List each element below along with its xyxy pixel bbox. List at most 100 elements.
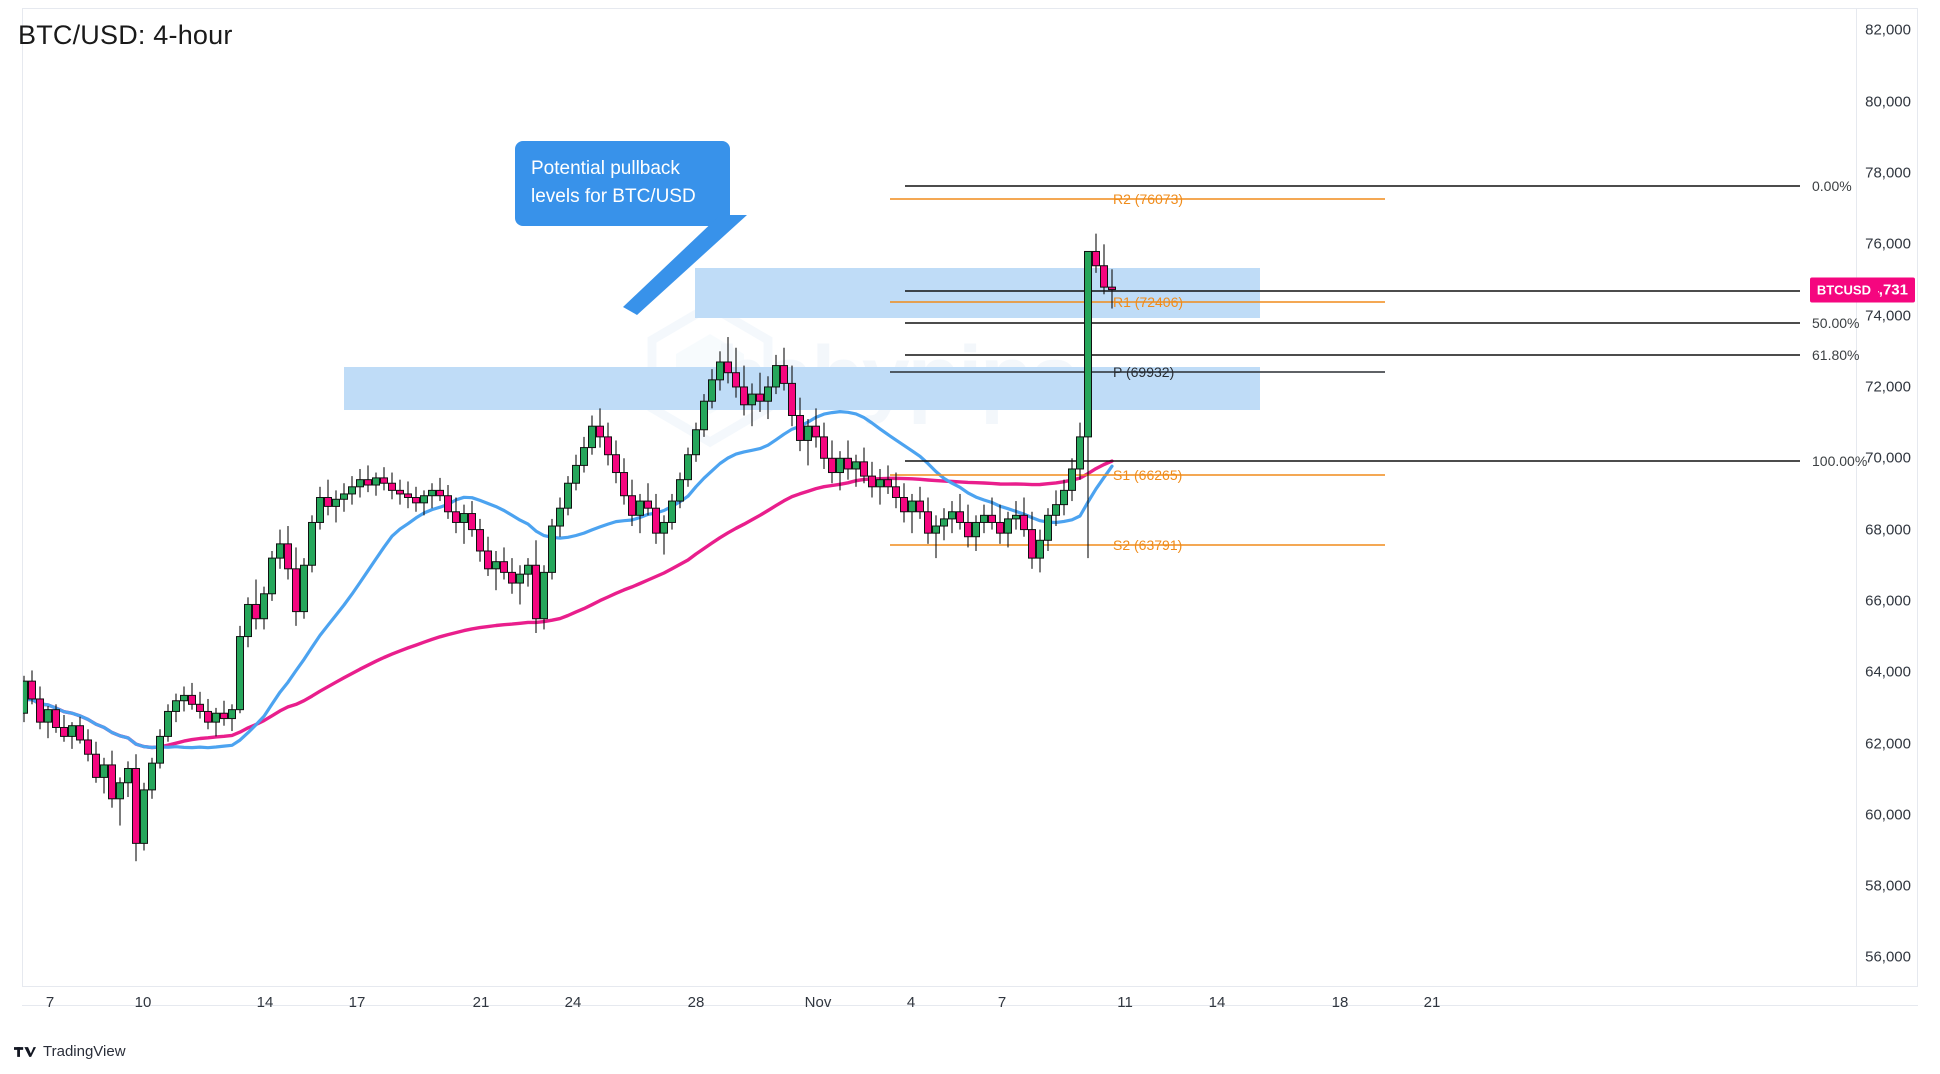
candlestick — [764, 376, 772, 420]
time-tick-nov: Nov — [804, 994, 832, 1011]
candlestick — [372, 472, 380, 496]
candlestick — [788, 365, 796, 427]
plot-svg — [23, 185, 1800, 862]
price-tick-60000: 60,000 — [1865, 806, 1911, 824]
candlestick — [468, 501, 476, 537]
candlestick — [1036, 529, 1044, 573]
candlestick — [644, 483, 652, 516]
candlestick — [420, 490, 428, 516]
time-tick-7: 7 — [45, 994, 55, 1011]
candlestick — [884, 465, 892, 494]
tradingview-branding[interactable]: TradingView — [14, 1043, 126, 1060]
candlestick — [92, 741, 100, 783]
candlestick — [332, 490, 340, 523]
candlestick — [988, 497, 996, 530]
candlestick — [708, 369, 716, 409]
annotation-text: Potential pullback levels for BTC/USD — [531, 158, 696, 207]
candlestick — [668, 493, 676, 530]
candlestick — [196, 691, 204, 719]
candlestick — [188, 682, 196, 710]
frame-border-far-right — [1917, 8, 1918, 986]
candlestick — [412, 486, 420, 512]
time-tick-7: 7 — [997, 994, 1007, 1011]
candlestick — [28, 670, 36, 705]
candlestick — [820, 422, 828, 469]
pivot-label-R1: R1 (72406) — [1113, 294, 1184, 310]
time-tick-10: 10 — [134, 994, 152, 1011]
candlestick — [956, 493, 964, 530]
price-tick-82000: 82,000 — [1865, 21, 1911, 39]
candlestick — [580, 436, 588, 473]
candlestick — [540, 565, 548, 630]
candlestick — [44, 706, 52, 739]
candlestick — [436, 477, 444, 502]
candlestick — [908, 493, 916, 534]
candlestick — [636, 493, 644, 534]
candlestick — [892, 472, 900, 509]
candlestick — [724, 337, 732, 384]
candlestick — [212, 707, 220, 737]
candlestick — [588, 415, 596, 455]
candlestick — [756, 372, 764, 412]
time-tick-4: 4 — [906, 994, 916, 1011]
candlestick — [556, 497, 564, 537]
candlestick — [116, 777, 124, 826]
time-tick-11: 11 — [1117, 994, 1133, 1011]
price-tick-66000: 66,000 — [1865, 592, 1911, 610]
candlestick — [356, 468, 364, 498]
frame-border-left — [22, 8, 23, 986]
time-tick-28: 28 — [687, 994, 705, 1011]
candlestick — [748, 383, 756, 427]
candlestick — [476, 518, 484, 562]
candlestick — [980, 504, 988, 534]
candlestick — [692, 422, 700, 462]
candlestick — [68, 722, 76, 749]
price-tick-74000: 74,000 — [1865, 307, 1911, 325]
tradingview-logo-icon — [14, 1046, 36, 1057]
candlestick — [812, 408, 820, 448]
time-tick-21: 21 — [472, 994, 490, 1011]
candlestick — [52, 704, 60, 733]
candlestick — [628, 479, 636, 527]
price-tick-68000: 68,000 — [1865, 521, 1911, 539]
fibonacci-lines-layer — [905, 185, 1800, 462]
candlestick — [316, 486, 324, 530]
candlestick — [532, 540, 540, 633]
price-tick-72000: 72,000 — [1865, 378, 1911, 396]
lower-pullback-zone — [344, 367, 1260, 410]
candlestick — [324, 479, 332, 516]
candlestick — [1100, 244, 1108, 295]
chart-plot-area[interactable] — [23, 9, 1856, 986]
candlestick — [1044, 508, 1052, 551]
pivot-label-S1: S1 (66265) — [1113, 467, 1183, 483]
price-tick-62000: 62,000 — [1865, 735, 1911, 753]
candlestick — [340, 483, 348, 512]
candlestick — [180, 686, 188, 712]
candlestick — [652, 493, 660, 544]
time-axis[interactable]: 7 10 14 17 21 24 28 Nov 4 7 11 14 18 21 — [23, 987, 1856, 1021]
upper-pullback-zone — [695, 268, 1260, 318]
candlestick — [828, 440, 836, 484]
candlestick — [100, 757, 108, 794]
fib-label-50.00: 50.00% — [1812, 315, 1860, 331]
candlestick — [484, 536, 492, 576]
candlestick — [972, 515, 980, 551]
candlestick — [300, 558, 308, 619]
candlestick — [772, 354, 780, 395]
candlestick — [244, 597, 252, 648]
candlestick — [380, 467, 388, 491]
candlestick — [1060, 479, 1068, 516]
pivot-label-P: P (69932) — [1113, 364, 1175, 380]
candlestick — [23, 675, 28, 723]
candlestick — [140, 782, 148, 851]
candlestick — [276, 529, 284, 569]
fib-label-61.80: 61.80% — [1812, 347, 1860, 363]
candlestick — [660, 515, 668, 555]
candlestick — [732, 347, 740, 398]
annotation-callout: Potential pullback levels for BTC/USD — [515, 141, 730, 227]
candlestick — [796, 397, 804, 452]
candlestick — [940, 508, 948, 541]
price-axis[interactable]: 82,000 80,000 78,000 76,000 74,000 72,000 70,0… — [1855, 9, 1917, 986]
candlestick — [404, 481, 412, 509]
candlestick — [1092, 233, 1100, 273]
